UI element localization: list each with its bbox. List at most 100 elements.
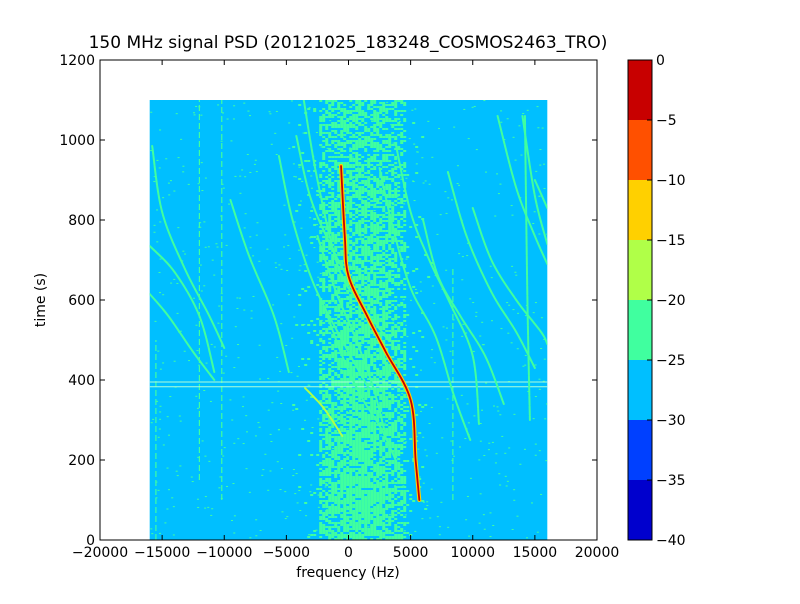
noise-cell	[325, 402, 329, 404]
noise-cell	[310, 534, 314, 536]
noise-cell	[379, 380, 383, 382]
noise-speck	[336, 363, 339, 365]
noise-cell	[367, 186, 371, 188]
noise-cell	[364, 208, 368, 210]
noise-cell	[376, 322, 380, 324]
noise-cell	[364, 160, 368, 162]
noise-cell	[379, 226, 383, 228]
noise-cell	[388, 396, 392, 398]
noise-speck	[215, 243, 218, 245]
noise-cell	[358, 232, 362, 234]
noise-cell	[400, 128, 404, 130]
noise-cell	[334, 448, 338, 450]
noise-cell	[364, 236, 368, 238]
noise-cell	[346, 482, 350, 484]
noise-cell	[394, 314, 398, 316]
noise-speck	[316, 261, 319, 263]
noise-cell	[352, 532, 356, 534]
noise-speck	[168, 434, 171, 436]
noise-cell	[358, 108, 362, 110]
noise-cell	[379, 454, 383, 456]
noise-cell	[358, 500, 362, 502]
noise-speck	[216, 246, 219, 248]
noise-cell	[367, 290, 371, 292]
noise-cell	[382, 258, 386, 260]
noise-cell	[388, 218, 392, 220]
noise-cell	[319, 256, 323, 258]
noise-cell	[376, 242, 380, 244]
noise-cell	[370, 260, 374, 262]
noise-speck	[292, 475, 295, 477]
noise-speck	[496, 173, 499, 175]
noise-cell	[376, 514, 380, 516]
noise-cell	[322, 164, 326, 166]
noise-speck	[411, 109, 414, 111]
noise-cell	[379, 164, 383, 166]
noise-cell	[358, 290, 362, 292]
noise-cell	[376, 486, 380, 488]
noise-cell	[349, 118, 353, 120]
noise-cell	[406, 460, 410, 462]
noise-cell	[373, 274, 377, 276]
noise-cell	[352, 282, 356, 284]
noise-speck	[538, 378, 541, 380]
noise-speck	[419, 290, 422, 292]
noise-cell	[355, 518, 359, 520]
noise-cell	[370, 230, 374, 232]
noise-cell	[319, 130, 323, 132]
noise-cell	[376, 442, 380, 444]
noise-speck	[435, 452, 438, 454]
noise-speck	[438, 128, 441, 130]
noise-cell	[352, 388, 356, 390]
noise-cell	[394, 264, 398, 266]
noise-cell	[343, 374, 347, 376]
noise-cell	[382, 392, 386, 394]
noise-cell	[364, 428, 368, 430]
noise-cell	[331, 104, 335, 106]
noise-speck	[392, 204, 395, 206]
noise-cell	[397, 364, 401, 366]
noise-cell	[376, 428, 380, 430]
noise-cell	[391, 472, 395, 474]
noise-cell	[319, 278, 323, 280]
noise-cell	[331, 506, 335, 508]
noise-cell	[319, 352, 323, 354]
noise-cell	[358, 384, 362, 386]
noise-cell	[355, 450, 359, 452]
noise-cell	[373, 282, 377, 284]
noise-cell	[319, 280, 323, 282]
noise-cell	[373, 188, 377, 190]
noise-cell	[394, 526, 398, 528]
noise-cell	[364, 508, 368, 510]
noise-cell	[349, 236, 353, 238]
noise-cell	[328, 132, 332, 134]
noise-cell	[313, 530, 317, 532]
noise-cell	[391, 516, 395, 518]
noise-cell	[388, 494, 392, 496]
noise-cell	[367, 272, 371, 274]
noise-cell	[379, 530, 383, 532]
noise-cell	[352, 452, 356, 454]
noise-cell	[343, 498, 347, 500]
noise-cell	[367, 450, 371, 452]
noise-cell	[352, 262, 356, 264]
noise-cell	[367, 288, 371, 290]
noise-cell	[385, 396, 389, 398]
noise-cell	[349, 378, 353, 380]
noise-cell	[337, 374, 341, 376]
noise-cell	[382, 166, 386, 168]
noise-cell	[349, 492, 353, 494]
noise-cell	[349, 224, 353, 226]
noise-cell	[403, 110, 407, 112]
noise-cell	[394, 124, 398, 126]
noise-cell	[331, 184, 335, 186]
noise-cell	[373, 498, 377, 500]
noise-speck	[288, 122, 291, 124]
noise-cell	[364, 220, 368, 222]
noise-cell	[376, 130, 380, 132]
noise-cell	[370, 396, 374, 398]
noise-speck	[346, 428, 349, 430]
noise-cell	[343, 288, 347, 290]
noise-speck	[430, 488, 433, 490]
noise-cell	[370, 444, 374, 446]
